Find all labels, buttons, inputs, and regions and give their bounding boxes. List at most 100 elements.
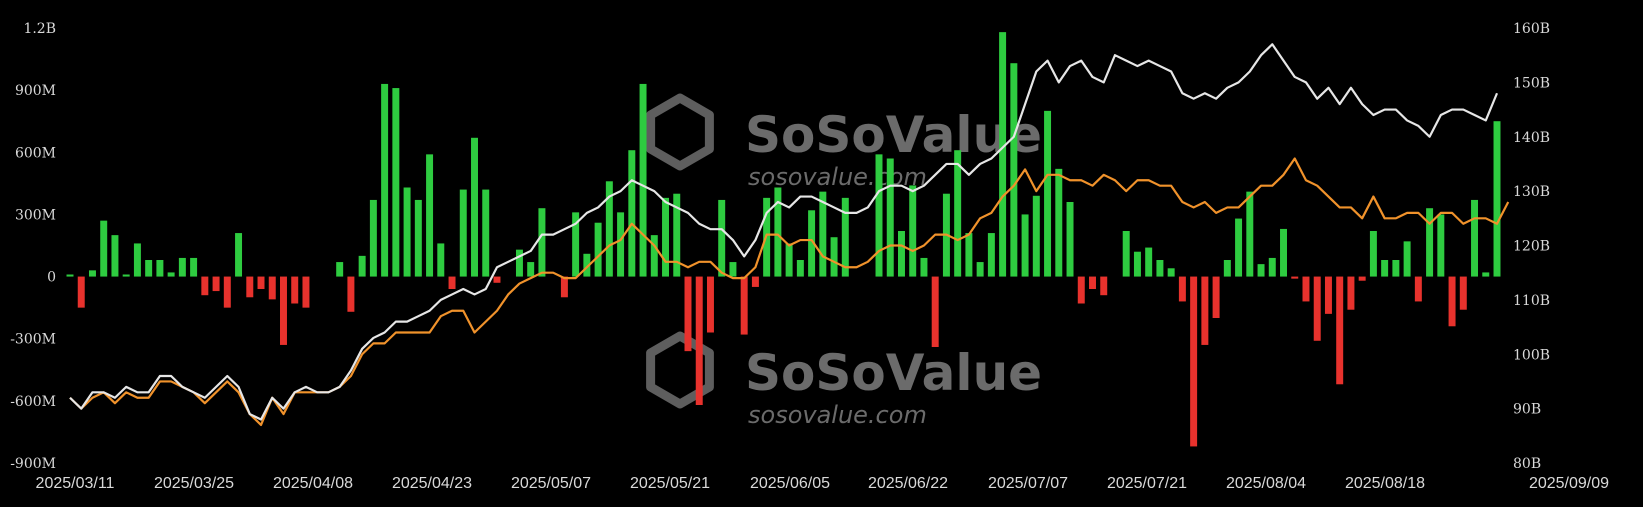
inflow-bar <box>594 222 602 277</box>
inflow-bar <box>178 257 186 277</box>
outflow-bar <box>740 276 748 335</box>
inflow-bar <box>426 154 434 277</box>
watermark-logo-icon <box>646 331 714 409</box>
inflow-bar <box>482 189 490 277</box>
outflow-bar <box>1100 276 1108 296</box>
outflow-bar <box>1291 276 1299 279</box>
outflow-bar <box>931 276 939 347</box>
inflow-bar <box>133 243 141 277</box>
outflow-bar <box>257 276 265 289</box>
inflow-bar <box>605 181 613 277</box>
inflow-bar <box>88 270 96 277</box>
inflow-bar <box>886 158 894 277</box>
outflow-bar <box>1414 276 1422 302</box>
x-axis-tick-label: 2025/03/11 <box>36 475 115 492</box>
inflow-bar <box>819 191 827 277</box>
inflow-bar <box>1235 218 1243 277</box>
inflow-bar <box>987 233 995 277</box>
outflow-bar <box>493 276 501 283</box>
inflow-bar <box>898 231 905 277</box>
inflow-bar <box>999 32 1007 277</box>
outflow-bar <box>212 276 220 292</box>
inflow-bar <box>1032 195 1040 277</box>
inflow-bar <box>808 210 816 277</box>
left-axis-tick-label: -300M <box>10 332 56 348</box>
right-axis-tick-label: 150B <box>1513 75 1550 91</box>
inflow-bar <box>145 260 153 277</box>
inflow-bar <box>785 243 793 277</box>
inflow-bar <box>1167 268 1175 277</box>
watermark-brand: SoSoValue <box>745 106 1042 164</box>
orange-line-series <box>69 157 1510 427</box>
watermark-logo-icon <box>646 93 714 171</box>
left-axis-tick-label: 600M <box>15 145 56 161</box>
outflow-bar <box>1459 276 1467 310</box>
x-axis: 2025/03/11 2025/03/25 2025/04/08 2025/04/23… <box>36 475 1610 492</box>
x-axis-tick-label: 2025/09/09 <box>1529 475 1609 492</box>
inflow-bar <box>167 272 175 277</box>
inflow-bar <box>1403 241 1411 277</box>
outflow-bar <box>1347 276 1355 310</box>
inflow-bar <box>1133 251 1141 277</box>
outflow-bar <box>1313 276 1321 341</box>
inflow-bar <box>1055 168 1063 277</box>
inflow-bar <box>954 150 962 277</box>
outflow-bar <box>223 276 231 308</box>
inflow-bar <box>190 257 198 277</box>
outflow-bar <box>1077 276 1085 304</box>
inflow-bar <box>1246 191 1254 277</box>
outflow-bar <box>560 276 568 298</box>
x-axis-tick-label: 2025/07/07 <box>988 475 1068 492</box>
inflow-bar <box>976 262 984 277</box>
outflow-bar <box>1302 276 1310 302</box>
inflow-bar <box>1156 260 1164 277</box>
right-axis-tick-label: 130B <box>1513 184 1550 200</box>
outflow-bar <box>1201 276 1209 345</box>
x-axis-tick-label: 2025/07/21 <box>1107 475 1187 492</box>
inflow-bar <box>1122 231 1130 277</box>
inflow-bar <box>1066 202 1074 277</box>
left-axis-tick-label: 1.2B <box>23 21 56 37</box>
x-axis-tick-label: 2025/05/07 <box>511 475 591 492</box>
inflow-bar <box>1493 121 1501 277</box>
x-axis-tick-label: 2025/06/22 <box>868 475 948 492</box>
outflow-bar <box>1358 276 1366 281</box>
watermark-brand: SoSoValue <box>745 344 1042 402</box>
inflow-bar <box>1145 247 1153 277</box>
inflow-bar <box>628 150 636 277</box>
inflow-bar <box>1381 260 1389 277</box>
inflow-bar <box>527 262 535 277</box>
right-axis-tick-label: 110B <box>1513 293 1550 309</box>
outflow-bar <box>201 276 209 296</box>
inflow-bar <box>538 208 546 277</box>
lines-group <box>69 43 1510 427</box>
inflow-bar <box>111 235 119 277</box>
inflow-bar <box>369 199 377 277</box>
inflow-bar <box>459 189 467 277</box>
right-axis-tick-label: 80B <box>1513 456 1541 472</box>
inflow-bar <box>358 255 366 277</box>
outflow-bar <box>246 276 254 298</box>
inflow-bar <box>156 260 164 277</box>
inflow-bar <box>1369 231 1377 277</box>
outflow-bar <box>302 276 310 308</box>
outflow-bar <box>268 276 276 300</box>
inflow-bar <box>965 233 973 277</box>
white-line-series <box>69 43 1499 421</box>
outflow-bar <box>706 276 714 333</box>
inflow-bar <box>830 237 838 277</box>
left-axis: 1.2B 900M 600M 300M 0 -300M -600M -900M <box>10 21 56 472</box>
left-axis-tick-label: 900M <box>15 83 56 99</box>
outflow-bar <box>1089 276 1096 289</box>
inflow-bar <box>673 193 681 277</box>
inflow-bar <box>1426 208 1434 277</box>
inflow-bar <box>336 262 344 277</box>
inflow-bar <box>392 88 400 277</box>
x-axis-tick-label: 2025/04/08 <box>273 475 353 492</box>
left-axis-tick-label: -900M <box>10 456 56 472</box>
outflow-bar <box>77 276 85 308</box>
